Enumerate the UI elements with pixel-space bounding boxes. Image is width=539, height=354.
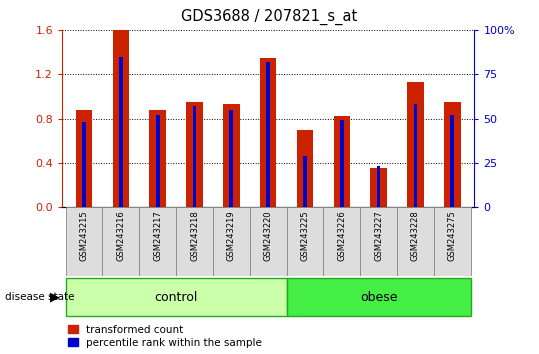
Text: disease state: disease state	[5, 292, 75, 302]
Bar	[113, 30, 129, 207]
Bar	[303, 156, 307, 207]
FancyBboxPatch shape	[397, 207, 434, 276]
FancyBboxPatch shape	[360, 207, 397, 276]
FancyBboxPatch shape	[250, 207, 287, 276]
FancyBboxPatch shape	[66, 207, 102, 276]
Bar	[413, 104, 417, 207]
Bar	[377, 166, 381, 207]
FancyBboxPatch shape	[434, 207, 471, 276]
Bar	[156, 115, 160, 207]
Bar	[192, 106, 196, 207]
FancyBboxPatch shape	[213, 207, 250, 276]
Bar	[370, 169, 387, 207]
Text: GSM243215: GSM243215	[80, 211, 88, 261]
Text: GDS3688 / 207821_s_at: GDS3688 / 207821_s_at	[182, 9, 357, 25]
Text: GSM243216: GSM243216	[116, 211, 126, 261]
FancyBboxPatch shape	[287, 207, 323, 276]
Text: ▶: ▶	[50, 291, 59, 304]
Text: GSM243275: GSM243275	[448, 211, 457, 261]
Bar	[334, 116, 350, 207]
Text: control: control	[155, 291, 198, 304]
Text: GSM243220: GSM243220	[264, 211, 273, 261]
Bar	[119, 57, 123, 207]
Bar	[340, 120, 344, 207]
Text: GSM243225: GSM243225	[300, 211, 309, 261]
FancyBboxPatch shape	[66, 278, 287, 316]
Bar	[230, 110, 233, 207]
Bar	[451, 115, 454, 207]
Bar	[186, 102, 203, 207]
Bar	[149, 110, 166, 207]
Text: GSM243226: GSM243226	[337, 211, 346, 261]
Bar	[444, 102, 460, 207]
FancyBboxPatch shape	[323, 207, 360, 276]
Bar	[82, 122, 86, 207]
FancyBboxPatch shape	[139, 207, 176, 276]
Bar	[260, 58, 277, 207]
Text: GSM243218: GSM243218	[190, 211, 199, 261]
Text: GSM243219: GSM243219	[227, 211, 236, 261]
Bar	[296, 130, 313, 207]
FancyBboxPatch shape	[287, 278, 471, 316]
Bar	[76, 110, 92, 207]
Text: GSM243228: GSM243228	[411, 211, 420, 261]
Legend: transformed count, percentile rank within the sample: transformed count, percentile rank withi…	[67, 324, 263, 349]
Text: GSM243227: GSM243227	[374, 211, 383, 261]
FancyBboxPatch shape	[102, 207, 139, 276]
Text: obese: obese	[360, 291, 397, 304]
Bar	[223, 104, 240, 207]
FancyBboxPatch shape	[176, 207, 213, 276]
Bar	[407, 82, 424, 207]
Text: GSM243217: GSM243217	[153, 211, 162, 261]
Bar	[266, 62, 270, 207]
